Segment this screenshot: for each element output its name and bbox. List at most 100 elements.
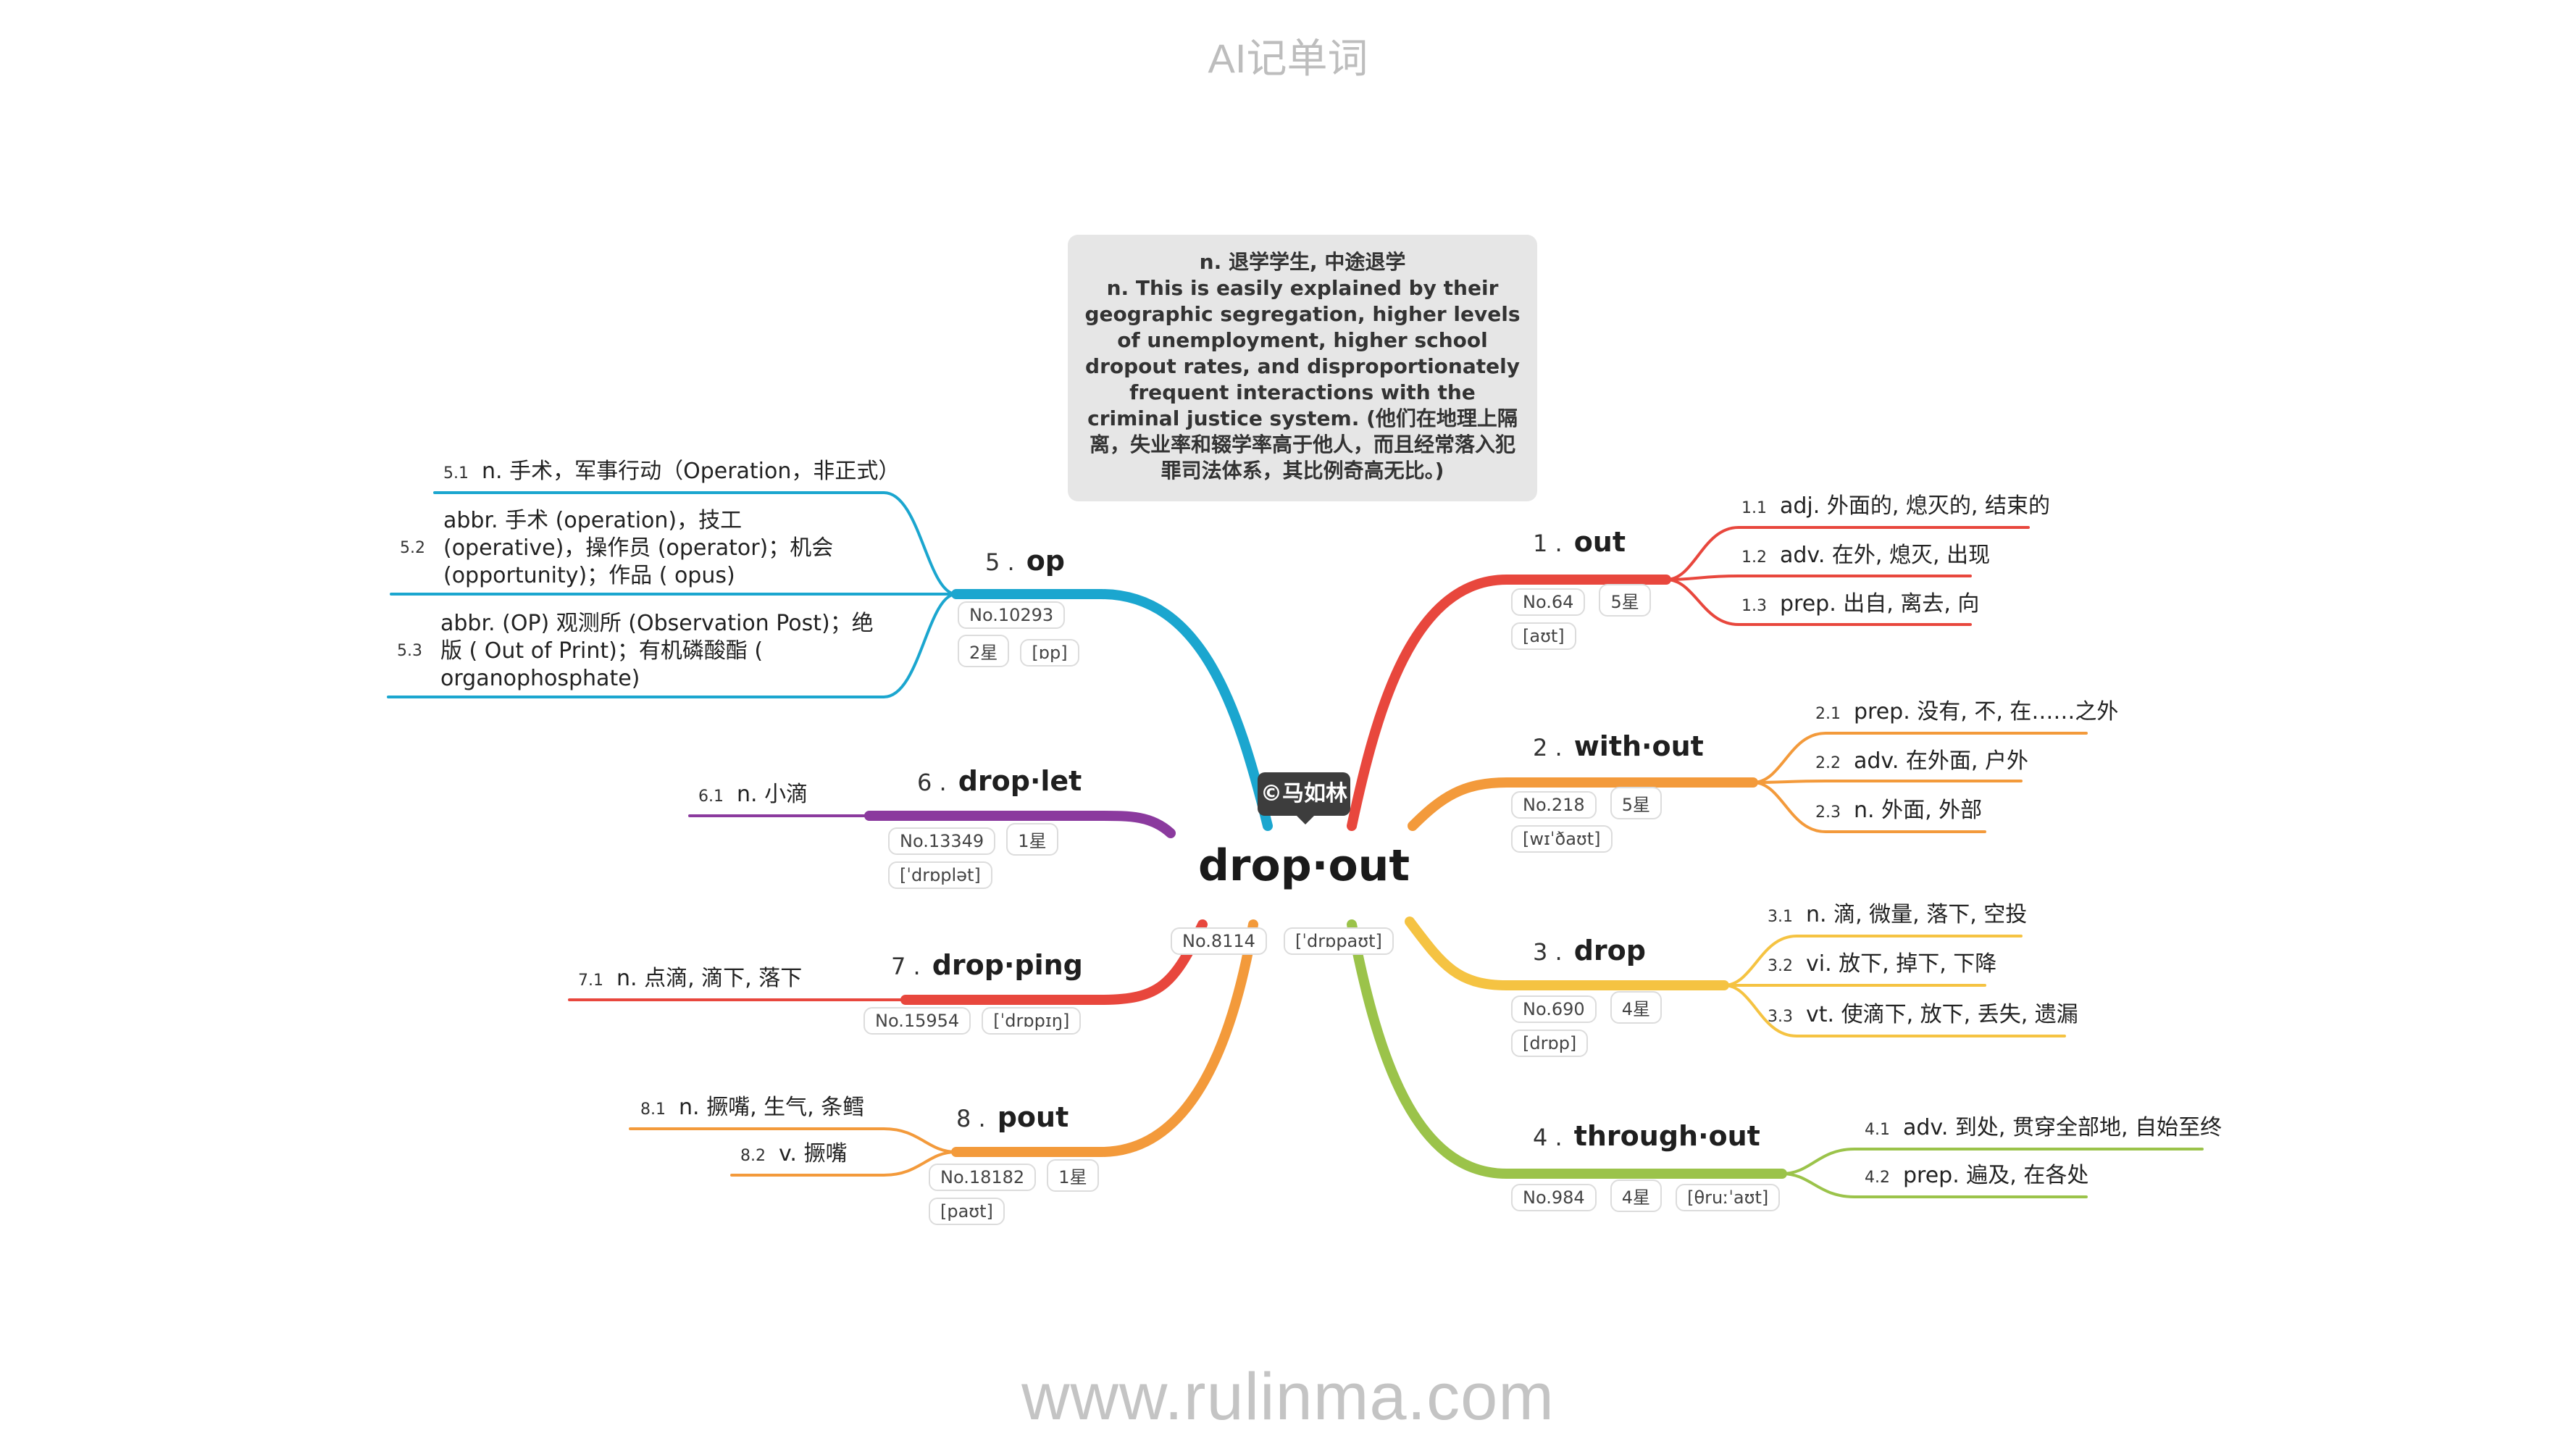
sense-number: 4.2 (1865, 1169, 1890, 1187)
sense-link-8-2 (730, 1151, 958, 1177)
branch-2-rank: No.218 (1511, 791, 1597, 819)
central-phonetic: [ˈdrɒpaʊt] (1284, 927, 1394, 955)
sense-link-1-1 (1665, 526, 2030, 581)
sense-3-2: 3.2 vi. 放下, 掉下, 下降 (1768, 951, 1996, 980)
branch-6-rank: No.13349 (888, 827, 996, 855)
branch-3-rank: No.690 (1511, 995, 1597, 1023)
branch-5-label: op (1026, 545, 1066, 577)
sense-text: adv. 在外面, 户外 (1854, 748, 2028, 774)
branch-8-phonetic: [paʊt] (929, 1198, 1005, 1225)
sense-number: 6.1 (698, 788, 724, 806)
branch-8-stars: 1星 (1047, 1159, 1099, 1192)
branch-link-6 (864, 811, 1176, 838)
sense-2-2: 2.2 adv. 在外面, 户外 (1815, 748, 2028, 777)
branch-8-label: pout (997, 1101, 1069, 1133)
sense-number: 5.1 (443, 464, 469, 483)
definition-note: n. 退学学生, 中途退学 n. This is easily explaine… (1068, 235, 1537, 501)
sense-link-3-3 (1723, 984, 2066, 1037)
branch-5-word[interactable]: 5 . op (985, 545, 1065, 577)
branch-8-tags: No.18182 1星 [paʊt] (929, 1159, 1099, 1225)
branch-link-5 (951, 589, 1273, 831)
sense-5-1: 5.1 n. 手术，军事行动（Operation，非正式） (443, 458, 900, 488)
branch-1-stars: 5星 (1599, 584, 1651, 617)
branch-3-tags: No.690 4星 [drɒp] (1511, 991, 1663, 1057)
sense-link-1-3 (1665, 578, 1972, 626)
branch-8-rank: No.18182 (929, 1164, 1037, 1191)
sense-text: vi. 放下, 掉下, 下降 (1806, 951, 1997, 977)
branch-4-phonetic: [θruːˈaʊt] (1676, 1184, 1781, 1211)
footer-url[interactable]: www.rulinma.com (1021, 1360, 1555, 1434)
branch-4-rank: No.984 (1511, 1184, 1597, 1211)
branch-link-8 (951, 919, 1258, 1157)
branch-1-word[interactable]: 1 . out (1533, 526, 1626, 558)
sense-4-2: 4.2 prep. 遍及, 在各处 (1865, 1162, 2088, 1192)
sense-number: 5.2 (400, 539, 425, 557)
branch-1-tags: No.64 5星 [aʊt] (1511, 584, 1651, 650)
note-definition: n. 退学学生, 中途退学 (1199, 250, 1406, 274)
branch-link-2 (1408, 777, 1758, 831)
sense-text: n. 滴, 微量, 落下, 空投 (1806, 902, 2028, 927)
branch-4-word[interactable]: 4 . through·out (1533, 1120, 1760, 1152)
sense-number: 1.3 (1741, 597, 1767, 615)
branch-1-phonetic: [aʊt] (1511, 622, 1576, 650)
branch-1-label: out (1573, 526, 1626, 558)
branch-3-stars: 4星 (1610, 991, 1663, 1024)
central-rank: No.8114 (1171, 927, 1267, 955)
sense-1-1: 1.1 adj. 外面的, 熄灭的, 结束的 (1741, 493, 2050, 522)
branch-2-word[interactable]: 2 . with·out (1533, 730, 1704, 762)
sense-1-2: 1.2 adv. 在外, 熄灭, 出现 (1741, 542, 1990, 572)
author-badge-pointer (1297, 816, 1314, 824)
sense-number: 1.2 (1741, 548, 1767, 567)
branch-3-word[interactable]: 3 . drop (1533, 935, 1646, 966)
branch-6-label: drop·let (958, 765, 1082, 797)
sense-text: adv. 在外, 熄灭, 出现 (1780, 543, 1991, 568)
sense-8-2: 8.2 v. 撅嘴 (740, 1140, 848, 1170)
branch-link-4 (1347, 919, 1787, 1179)
branch-2-tags: No.218 5星 [wɪˈðaʊt] (1511, 787, 1663, 853)
branch-7-word[interactable]: 7 . drop·ping (891, 949, 1083, 981)
sense-text: n. 点滴, 滴下, 落下 (616, 966, 803, 991)
branch-7-number: 7 . (891, 953, 921, 980)
sense-number: 8.2 (740, 1147, 766, 1165)
header-title: AI记单词 (1208, 36, 1368, 81)
sense-number: 2.3 (1815, 803, 1841, 822)
sense-2-1: 2.1 prep. 没有, 不, 在……之外 (1815, 698, 2118, 728)
sense-link-8-1 (629, 1127, 958, 1153)
central-word[interactable]: drop·out (1197, 840, 1410, 891)
sense-number: 4.1 (1865, 1121, 1890, 1139)
branch-6-word[interactable]: 6 . drop·let (917, 765, 1082, 797)
sense-1-3: 1.3 prep. 出自, 离去, 向 (1741, 590, 1979, 620)
note-example: n. This is easily explained by their geo… (1084, 276, 1521, 483)
sense-number: 3.1 (1768, 908, 1793, 926)
sense-link-2-3 (1752, 781, 1986, 833)
sense-text: vt. 使滴下, 放下, 丢失, 遗漏 (1806, 1002, 2078, 1027)
sense-number: 1.1 (1741, 499, 1767, 517)
sense-text: prep. 遍及, 在各处 (1903, 1163, 2089, 1188)
sense-text: prep. 没有, 不, 在……之外 (1854, 699, 2119, 724)
sense-number: 2.2 (1815, 754, 1841, 772)
sense-text: v. 撅嘴 (779, 1141, 848, 1166)
branch-link-3 (1405, 916, 1729, 990)
sense-text: n. 小滴 (737, 782, 808, 807)
branch-7-label: drop·ping (932, 949, 1083, 981)
sense-link-5-3 (387, 593, 958, 698)
sense-text: n. 外面, 外部 (1854, 798, 1983, 823)
central-tags: No.8114 [ˈdrɒpaʊt] (1171, 927, 1394, 955)
sense-number: 5.3 (397, 642, 422, 660)
author-badge: ©马如林 (1258, 772, 1350, 816)
branch-5-tags: No.10293 2星 [ɒp] (958, 601, 1079, 667)
sense-number: 2.1 (1815, 705, 1841, 723)
sense-text: abbr. (OP) 观测所 (Observation Post)；绝版 ( O… (440, 611, 874, 691)
sense-8-1: 8.1 n. 撅嘴, 生气, 条鳕 (640, 1094, 864, 1124)
sense-link-4-2 (1781, 1172, 2088, 1198)
sense-text: adv. 到处, 贯穿全部地, 自始至终 (1903, 1115, 2222, 1140)
sense-number: 7.1 (578, 972, 603, 990)
branch-6-phonetic: [ˈdrɒplət] (888, 861, 992, 889)
sense-5-2: 5.2 abbr. 手术 (operation)，技工 (operative)，操… (400, 507, 885, 590)
branch-6-stars: 1星 (1006, 823, 1058, 856)
branch-8-word[interactable]: 8 . pout (956, 1101, 1069, 1133)
sense-3-1: 3.1 n. 滴, 微量, 落下, 空投 (1768, 901, 2027, 931)
branch-5-stars: 2星 (958, 635, 1010, 667)
branch-4-label: through·out (1573, 1120, 1760, 1152)
